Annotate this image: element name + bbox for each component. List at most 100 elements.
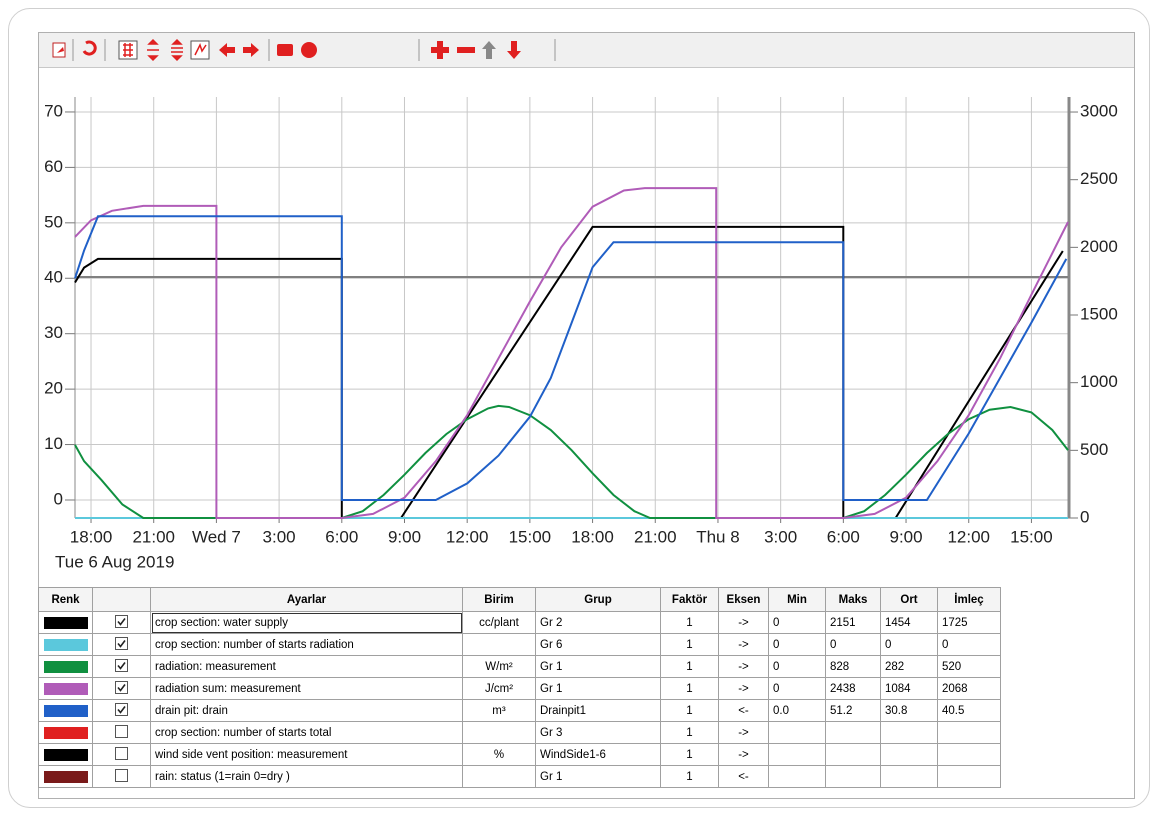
table-cell xyxy=(825,743,881,766)
table-cell: 0 xyxy=(825,633,881,656)
checkbox[interactable] xyxy=(115,658,128,672)
column-header: Renk xyxy=(38,587,93,612)
table-cell: WindSide1-6 xyxy=(535,743,661,766)
table-cell: 282 xyxy=(880,655,938,678)
table-cell: crop section: number of starts total xyxy=(150,721,463,744)
table-cell xyxy=(768,765,826,788)
toolbar xyxy=(39,33,1134,68)
table-cell: -> xyxy=(718,655,769,678)
series-line xyxy=(74,215,1068,501)
column-header xyxy=(92,587,151,612)
table-cell: 520 xyxy=(937,655,1001,678)
table-cell: J/cm² xyxy=(462,677,536,700)
table-cell: Gr 6 xyxy=(535,633,661,656)
date-label: Tue 6 Aug 2019 xyxy=(55,552,174,571)
table-cell: 0 xyxy=(768,655,826,678)
table-cell xyxy=(462,765,536,788)
table-row: crop section: number of starts total Gr 3… xyxy=(38,721,1001,744)
table-cell: 0.0 xyxy=(768,699,826,722)
column-header: Faktör xyxy=(660,587,719,612)
checkbox-cell[interactable] xyxy=(92,611,151,634)
table-cell xyxy=(768,721,826,744)
y2-tick-label: 3000 xyxy=(1080,102,1118,121)
table-cell: -> xyxy=(718,677,769,700)
checkmark xyxy=(117,705,126,714)
table-row: crop section: number of starts radiation… xyxy=(38,633,1001,656)
column-header: İmleç xyxy=(937,587,1001,612)
checkmark xyxy=(117,617,126,626)
x-tick-label: 18:00 xyxy=(70,527,113,546)
color-swatch xyxy=(43,682,88,695)
color-swatch xyxy=(43,726,88,739)
checkbox-box xyxy=(115,614,128,628)
table-row: radiation: measurement W/m² Gr 1 1 -> 0 828 282… xyxy=(38,655,1001,678)
y-tick-label: 50 xyxy=(44,212,63,231)
table-cell: 1 xyxy=(660,677,719,700)
x-tick-label: 21:00 xyxy=(132,527,175,546)
checkbox-box xyxy=(115,636,128,650)
x-tick-label: Thu 8 xyxy=(696,527,739,546)
checkbox-cell[interactable] xyxy=(92,699,151,722)
checkbox[interactable] xyxy=(115,768,128,782)
checkbox-cell[interactable] xyxy=(92,633,151,656)
table-cell: 2151 xyxy=(825,611,881,634)
table-cell: Gr 1 xyxy=(535,655,661,678)
checkbox[interactable] xyxy=(115,724,128,738)
checkbox[interactable] xyxy=(115,680,128,694)
x-tick-label: 3:00 xyxy=(764,527,797,546)
checkbox-cell[interactable] xyxy=(92,743,151,766)
x-tick-label: 18:00 xyxy=(571,527,614,546)
chart: Tue 6 Aug 2019 18:00 21:00 Wed 7 3:00 6:00 9:… xyxy=(44,97,1118,571)
window-frame xyxy=(8,8,1150,808)
color-cell xyxy=(38,611,93,634)
checkbox-box xyxy=(115,724,128,738)
table-cell: Gr 1 xyxy=(535,677,661,700)
table-cell: -> xyxy=(718,743,769,766)
checkbox-cell[interactable] xyxy=(92,677,151,700)
checkbox-cell[interactable] xyxy=(92,655,151,678)
y-tick-label: 10 xyxy=(44,434,63,453)
color-swatch xyxy=(43,616,88,629)
table-row: rain: status (1=rain 0=dry ) Gr 1 1 <- xyxy=(38,765,1001,788)
table-cell xyxy=(825,721,881,744)
table-cell xyxy=(768,743,826,766)
table-cell xyxy=(880,743,938,766)
table-cell xyxy=(937,721,1001,744)
table-cell: 828 xyxy=(825,655,881,678)
table-cell: % xyxy=(462,743,536,766)
table-cell: -> xyxy=(718,611,769,634)
y2-tick-label: 1000 xyxy=(1080,372,1118,391)
x-tick-label: 12:00 xyxy=(446,527,489,546)
column-header: Min xyxy=(768,587,826,612)
y2-tick-label: 2500 xyxy=(1080,169,1118,188)
checkbox[interactable] xyxy=(115,636,128,650)
table-cell: 1084 xyxy=(880,677,938,700)
table-cell: -> xyxy=(718,633,769,656)
checkmark xyxy=(117,661,126,670)
table-cell: Gr 3 xyxy=(535,721,661,744)
y-tick-label: 30 xyxy=(44,323,63,342)
table-cell: 1 xyxy=(660,611,719,634)
table-row: drain pit: drain m³ Drainpit1 1 <- 0.0 51.2 30.… xyxy=(38,699,1001,722)
table-row: radiation sum: measurement J/cm² Gr 1 1 -> 0 2… xyxy=(38,677,1001,700)
table-cell: 1 xyxy=(660,743,719,766)
checkbox[interactable] xyxy=(115,746,128,760)
checkbox[interactable] xyxy=(115,614,128,628)
table-cell: Gr 1 xyxy=(535,765,661,788)
table-cell: crop section: water supply xyxy=(150,611,463,634)
x-tick-label: 12:00 xyxy=(947,527,990,546)
checkbox[interactable] xyxy=(115,702,128,716)
column-header: Eksen xyxy=(718,587,769,612)
table-cell xyxy=(825,765,881,788)
table-cell xyxy=(462,721,536,744)
y2-tick-label: 2000 xyxy=(1080,237,1118,256)
table-cell: 1454 xyxy=(880,611,938,634)
checkbox-cell[interactable] xyxy=(92,765,151,788)
series-line xyxy=(74,187,1069,519)
color-swatch xyxy=(43,638,88,651)
checkbox-cell[interactable] xyxy=(92,721,151,744)
table-cell: 0 xyxy=(768,611,826,634)
checkbox-box xyxy=(115,680,128,694)
color-swatch xyxy=(43,704,88,717)
